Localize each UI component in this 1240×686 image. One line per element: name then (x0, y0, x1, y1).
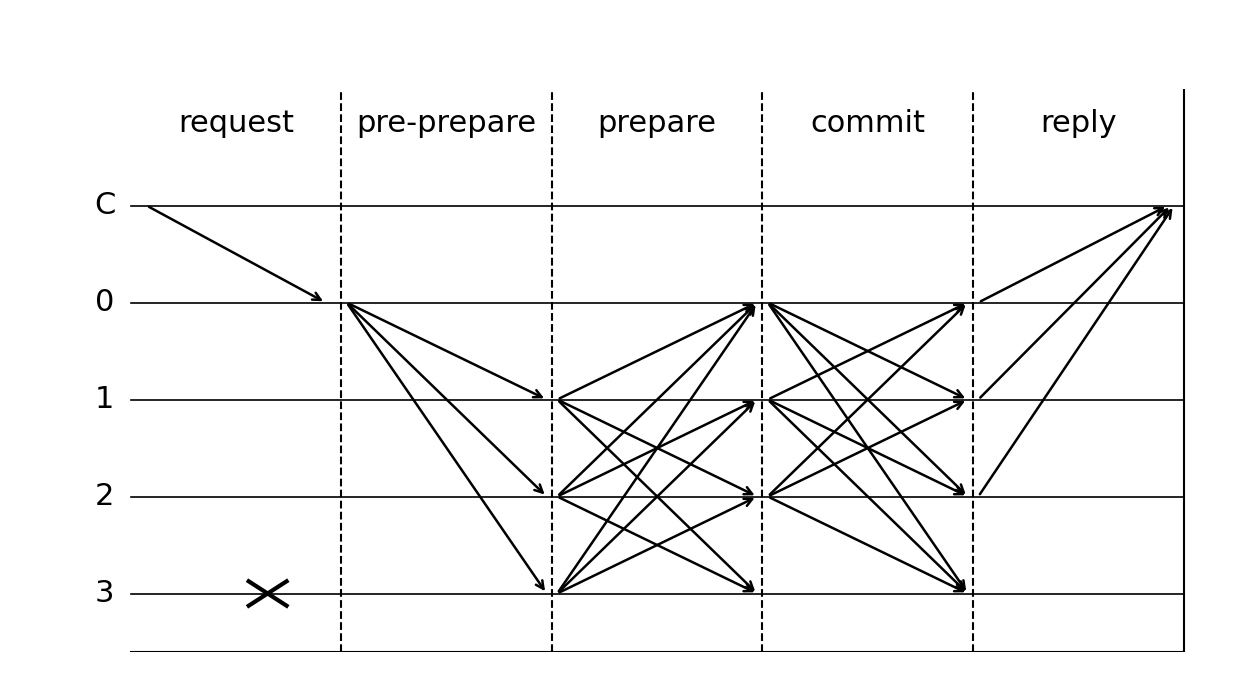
Text: request: request (179, 108, 294, 138)
Text: commit: commit (810, 108, 925, 138)
Text: C: C (94, 191, 115, 220)
Text: prepare: prepare (598, 108, 717, 138)
Text: 1: 1 (94, 385, 114, 414)
Text: 2: 2 (94, 482, 114, 511)
Text: 3: 3 (94, 579, 114, 608)
Text: 0: 0 (94, 288, 114, 317)
Text: pre-prepare: pre-prepare (357, 108, 537, 138)
Text: reply: reply (1040, 108, 1117, 138)
